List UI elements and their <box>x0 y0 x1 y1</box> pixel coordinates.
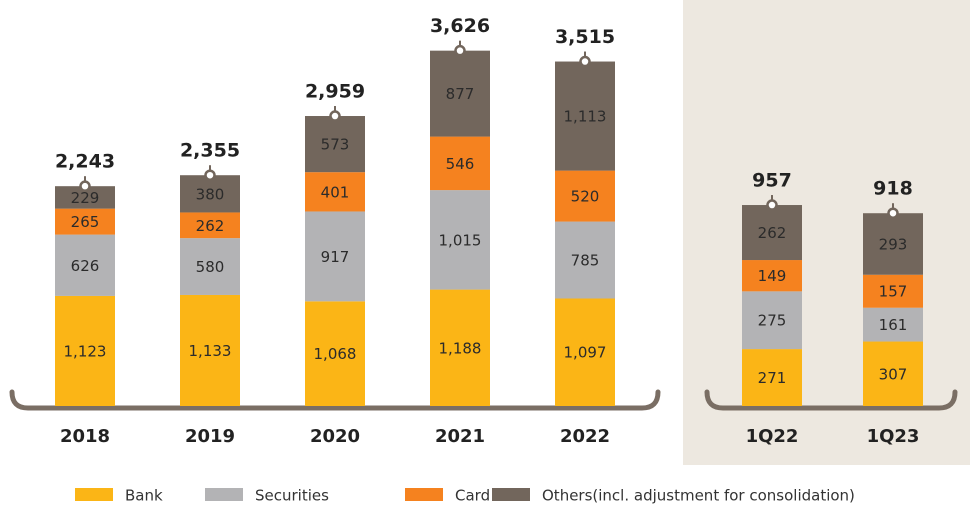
category-label: 1Q23 <box>867 426 920 447</box>
bar-segment <box>863 274 923 308</box>
total-label: 918 <box>873 178 913 200</box>
bar-segment <box>180 294 240 406</box>
category-label: 2020 <box>310 426 360 447</box>
bar-segment <box>55 295 115 406</box>
segment-label: 265 <box>71 213 100 231</box>
segment-label: 520 <box>571 188 600 206</box>
category-label: 1Q22 <box>746 426 799 447</box>
bar-segment <box>430 136 490 191</box>
segment-label: 1,133 <box>189 342 232 360</box>
total-label: 3,515 <box>555 26 615 48</box>
legend-swatch <box>205 488 243 501</box>
segment-label: 161 <box>879 316 908 334</box>
bar-segment <box>305 172 365 212</box>
segment-label: 1,015 <box>439 231 482 249</box>
category-label: 2018 <box>60 426 110 447</box>
segment-label: 917 <box>321 248 350 266</box>
total-pin <box>329 110 341 122</box>
total-label: 2,243 <box>55 151 115 173</box>
bar-segment <box>863 307 923 342</box>
total-pin <box>887 207 899 219</box>
panel-background <box>683 0 970 465</box>
bar-segment <box>180 238 240 295</box>
segment-label: 149 <box>758 267 787 285</box>
category-label: 2021 <box>435 426 485 447</box>
segment-label: 262 <box>758 224 787 242</box>
bar-segment <box>863 341 923 406</box>
bracket <box>704 389 958 411</box>
legend-swatch <box>405 488 443 501</box>
bar-segment <box>430 50 490 137</box>
segment-label: 401 <box>321 183 350 201</box>
total-label: 957 <box>752 170 792 192</box>
bar-segment <box>180 212 240 239</box>
segment-label: 262 <box>196 217 225 235</box>
bar-segment <box>742 291 802 350</box>
bar-segment <box>555 61 615 171</box>
bar-segment <box>863 213 923 275</box>
category-label: 2019 <box>185 426 235 447</box>
bar-segment <box>430 190 490 290</box>
segment-label: 380 <box>196 185 225 203</box>
legend-swatch <box>75 488 113 501</box>
segment-label: 1,188 <box>439 339 482 357</box>
bar-segment <box>305 116 365 173</box>
segment-label: 229 <box>71 189 100 207</box>
total-pin <box>204 169 216 181</box>
bar-segment <box>742 349 802 406</box>
bar-segment <box>305 211 365 302</box>
bar-segment <box>55 186 115 209</box>
total-pin <box>579 55 591 68</box>
segment-label: 157 <box>879 283 908 301</box>
segment-label: 271 <box>758 369 787 387</box>
segment-label: 573 <box>321 136 350 154</box>
segment-label: 1,123 <box>64 342 107 360</box>
bar-segment <box>742 260 802 292</box>
segment-label: 293 <box>879 235 908 253</box>
category-label: 2022 <box>560 426 610 447</box>
legend-label: Securities <box>255 487 329 505</box>
segment-label: 1,068 <box>314 345 357 363</box>
bracket <box>9 389 661 411</box>
segment-label: 275 <box>758 312 787 330</box>
segment-label: 1,113 <box>564 108 607 126</box>
segment-label: 580 <box>196 258 225 276</box>
bar-segment <box>305 301 365 406</box>
legend-label: Others(incl. adjustment for consolidatio… <box>542 487 855 505</box>
total-pin <box>454 44 466 57</box>
bar-segment <box>180 175 240 213</box>
legend-swatch <box>492 488 530 501</box>
total-label: 2,355 <box>180 140 240 162</box>
total-pin <box>766 199 778 211</box>
bar-segment <box>555 221 615 299</box>
total-pin <box>79 180 91 192</box>
total-label: 3,626 <box>430 15 490 37</box>
bar-segment <box>742 205 802 261</box>
segment-label: 626 <box>71 257 100 275</box>
bar-segment <box>555 298 615 406</box>
total-label: 2,959 <box>305 81 365 103</box>
bar-segment <box>555 170 615 222</box>
bar-segment <box>55 208 115 235</box>
segment-label: 877 <box>446 85 475 103</box>
legend-label: Bank <box>125 487 163 505</box>
segment-label: 546 <box>446 155 475 173</box>
bar-segment <box>430 289 490 406</box>
legend-label: Card <box>455 487 490 505</box>
segment-label: 785 <box>571 252 600 270</box>
segment-label: 1,097 <box>564 344 607 362</box>
bar-segment <box>55 234 115 296</box>
segment-label: 307 <box>879 365 908 383</box>
